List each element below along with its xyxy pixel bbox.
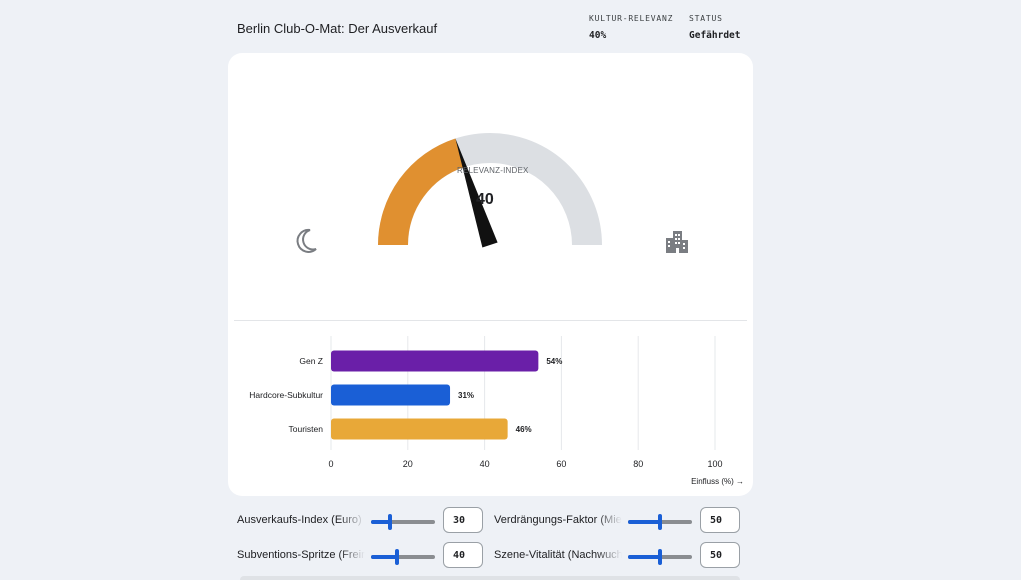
culture-relevance-value: 40% [589, 30, 607, 41]
slider-thumb[interactable] [394, 549, 399, 565]
influence-bar-chart: 0 20 40 60 80 100 Gen Z 54% Hardcore-Subkultur 31… [249, 336, 723, 469]
category-label: Hardcore-Subkultur [249, 390, 323, 400]
control-label: Verdrängungs-Faktor (Mieten) [494, 514, 622, 526]
slider-fill [371, 555, 397, 559]
gauge-label: RELEVANZ-INDEX [457, 166, 529, 175]
x-tick-label: 80 [633, 459, 643, 469]
bar [331, 418, 508, 440]
app-title: Berlin Club-O-Mat: Der Ausverkauf [237, 21, 438, 36]
relevance-gauge [378, 133, 602, 248]
x-axis-title: Einfluss (%) → [691, 477, 744, 486]
culture-relevance-stat: KULTUR-RELEVANZ 40% [589, 14, 673, 41]
header: Berlin Club-O-Mat: Der Ausverkauf KULTUR… [237, 10, 747, 46]
moon-icon [294, 227, 320, 260]
divider [234, 320, 747, 321]
dashboard-card: RELEVANZ-INDEX 40 0 20 40 60 80 100 Gen Z 54% Ha… [228, 53, 753, 496]
control-label: Ausverkaufs-Index (Euro) [237, 514, 362, 526]
gauge-needle [455, 138, 498, 248]
subsidy-injection-slider[interactable] [371, 549, 435, 565]
scene-vitality-slider[interactable] [628, 549, 692, 565]
status-label: STATUS [689, 14, 723, 23]
x-tick-label: 60 [556, 459, 566, 469]
control-subsidy-injection: Subventions-Spritze (Freiraum) 40 [237, 542, 485, 570]
displacement-factor-input[interactable]: 50 [700, 507, 740, 533]
control-scene-vitality: Szene-Vitalität (Nachwuchs) 50 [494, 542, 742, 570]
bar-value-label: 46% [516, 425, 532, 434]
bar [331, 350, 539, 372]
category-label: Touristen [289, 424, 324, 434]
sellout-index-input[interactable]: 30 [443, 507, 483, 533]
gauge-value: 40 [476, 191, 494, 208]
slider-fill [628, 520, 660, 524]
culture-relevance-label: KULTUR-RELEVANZ [589, 14, 674, 23]
scene-vitality-input[interactable]: 50 [700, 542, 740, 568]
subsidy-injection-input[interactable]: 40 [443, 542, 483, 568]
x-tick-label: 40 [480, 459, 490, 469]
city-buildings-icon [664, 229, 690, 260]
control-sellout-index: Ausverkaufs-Index (Euro) 30 [237, 507, 485, 535]
controls-panel: Ausverkaufs-Index (Euro) 30 Verdrängungs… [237, 507, 747, 573]
x-tick-label: 20 [403, 459, 413, 469]
category-label: Gen Z [299, 356, 323, 366]
slider-fill [628, 555, 660, 559]
slider-thumb[interactable] [658, 549, 662, 565]
bar-value-label: 31% [458, 391, 474, 400]
slider-fill [371, 520, 391, 524]
control-displacement-factor: Verdrängungs-Faktor (Mieten) 50 [494, 507, 742, 535]
bar [331, 384, 451, 406]
control-label: Szene-Vitalität (Nachwuchs) [494, 549, 622, 561]
status-value: Gefährdet [689, 30, 741, 41]
bottom-panel-edge [240, 576, 740, 580]
bar-value-label: 54% [546, 357, 562, 366]
displacement-factor-slider[interactable] [628, 514, 692, 530]
slider-thumb[interactable] [388, 514, 393, 530]
gauge-fill [378, 138, 466, 246]
status-stat: STATUS Gefährdet [689, 14, 740, 41]
slider-thumb[interactable] [658, 514, 662, 530]
x-tick-label: 0 [328, 459, 333, 469]
control-label: Subventions-Spritze (Freiraum) [237, 549, 365, 561]
x-tick-label: 100 [707, 459, 722, 469]
sellout-index-slider[interactable] [371, 514, 435, 530]
